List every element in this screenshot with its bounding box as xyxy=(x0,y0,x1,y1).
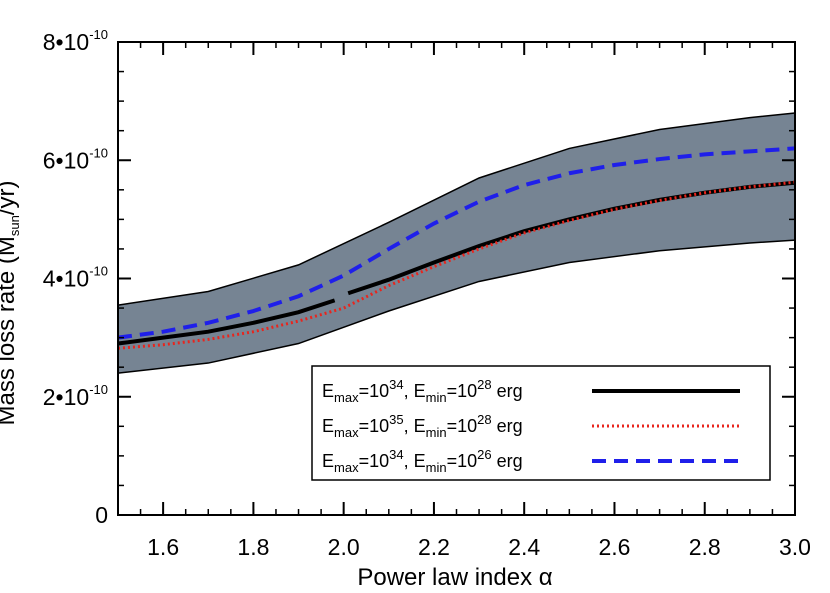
y-tick-label: 2•10-10 xyxy=(43,382,108,410)
x-tick-label: 2.6 xyxy=(598,534,630,560)
series-3-line-segment-1 xyxy=(117,146,796,340)
confidence-band-layer xyxy=(117,112,796,374)
y-axis-label-group: Mass loss rate (Msun/yr) xyxy=(0,181,22,426)
legend-label-1: Emax=1034, Emin=1028 erg xyxy=(322,377,523,405)
confidence-band xyxy=(118,112,795,374)
band-lower-edge xyxy=(117,239,796,374)
band-upper-edge xyxy=(117,112,796,306)
series-1-line-segment-1 xyxy=(117,298,336,346)
legend-label-3: Emax=1034, Emin=1026 erg xyxy=(322,447,523,475)
y-tick-label: 6•10-10 xyxy=(43,145,108,173)
tick-layer: 1.6 1.8 2.0 2.2 2.4 2.6 2.8 3.0 0 2•10-10 4•10-10 6… xyxy=(43,27,811,560)
x-axis-label: Power law index α xyxy=(357,564,552,591)
x-tick-label: 2.8 xyxy=(689,534,721,560)
series-layer xyxy=(117,146,796,350)
y-tick-label: 4•10-10 xyxy=(43,264,108,292)
y-tick-label: 8•10-10 xyxy=(43,27,108,55)
x-tick-label: 2.4 xyxy=(508,534,540,560)
x-tick-label: 3.0 xyxy=(779,534,811,560)
x-tick-label: 1.6 xyxy=(147,534,179,560)
x-tick-label: 2.0 xyxy=(328,534,360,560)
x-tick-label: 1.8 xyxy=(237,534,269,560)
legend: Emax=1034, Emin=1028 erg Emax=1035, Emin=… xyxy=(311,365,771,481)
y-tick-label: 0 xyxy=(95,502,108,528)
legend-label-2: Emax=1035, Emin=1028 erg xyxy=(322,412,523,440)
x-tick-label: 2.2 xyxy=(418,534,450,560)
y-axis-label: Mass loss rate (Msun/yr) xyxy=(0,181,22,426)
